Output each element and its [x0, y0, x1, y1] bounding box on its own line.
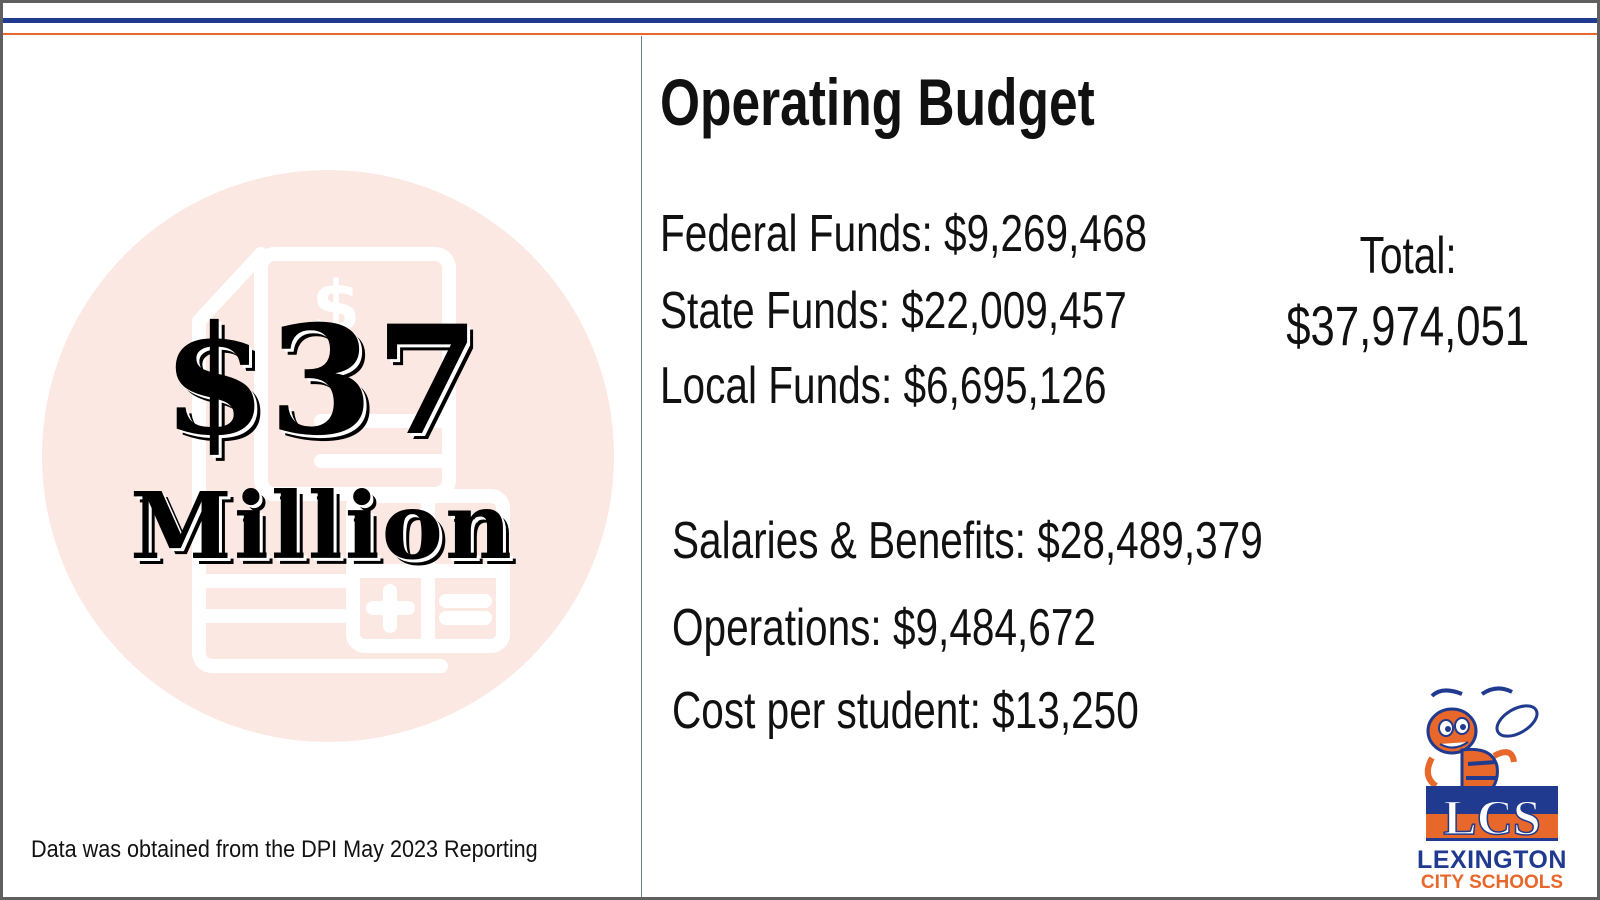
left-panel: $ $37 Million Data was obtained from the…	[3, 36, 641, 897]
page-title: Operating Budget	[660, 65, 1095, 139]
federal-funds: Federal Funds: $9,269,468	[660, 205, 1148, 263]
vertical-divider	[641, 36, 642, 897]
source-note: Data was obtained from the DPI May 2023 …	[31, 836, 538, 863]
school-logo: LCS LEXINGTON CITY SCHOOLS	[1402, 686, 1582, 896]
state-funds: State Funds: $22,009,457	[660, 282, 1127, 340]
cost-per-student: Cost per student: $13,250	[672, 682, 1139, 740]
headline-amount: $37	[162, 293, 482, 469]
top-stripe-blue	[3, 18, 1597, 23]
headline-unit: Million	[130, 472, 514, 580]
total-value: $37,974,051	[1286, 294, 1530, 357]
total-label: Total:	[1359, 227, 1457, 285]
svg-text:$: $	[312, 266, 361, 348]
local-funds: Local Funds: $6,695,126	[660, 357, 1107, 415]
logo-monogram: LCS	[1443, 789, 1540, 845]
right-panel: Operating Budget Federal Funds: $9,269,4…	[642, 36, 1597, 897]
logo-line-2: CITY SCHOOLS	[1420, 872, 1564, 893]
salaries-benefits: Salaries & Benefits: $28,489,379	[672, 512, 1263, 570]
logo-line-1: LEXINGTON	[1417, 846, 1567, 874]
total-block: Total: $37,974,051	[1238, 221, 1578, 361]
budget-calculator-icon: $	[42, 170, 614, 742]
operations: Operations: $9,484,672	[672, 599, 1096, 657]
hornet-mascot-icon: LCS	[1424, 686, 1558, 846]
top-stripe-orange	[3, 33, 1597, 35]
